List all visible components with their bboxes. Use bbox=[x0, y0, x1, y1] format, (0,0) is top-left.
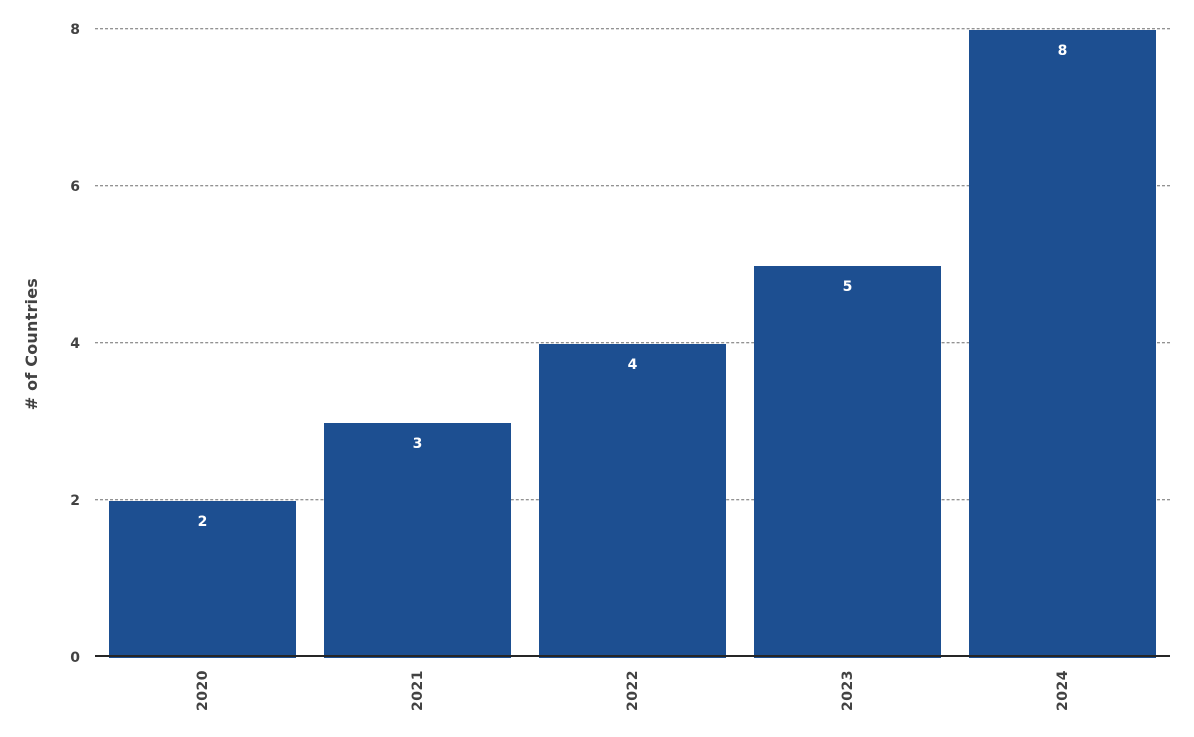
bar-value-label-2020: 2 bbox=[197, 514, 208, 530]
y-tick-label-4: 4 bbox=[70, 336, 80, 352]
y-tick-label-0: 0 bbox=[70, 650, 80, 666]
bars-container: 2 3 4 5 8 bbox=[95, 30, 1170, 658]
bar-value-label-2022: 4 bbox=[627, 357, 638, 373]
x-tick-label-2023: 2023 bbox=[839, 670, 856, 711]
x-tick-label-2024: 2024 bbox=[1054, 670, 1071, 711]
bar-value-label-2023: 5 bbox=[842, 278, 853, 295]
bar-2020: 2 bbox=[108, 501, 297, 658]
gridline-8 bbox=[95, 28, 1170, 30]
y-tick-label-8: 8 bbox=[70, 22, 80, 38]
bar-slot-2020: 2 bbox=[95, 30, 310, 658]
bar-slot-2024: 8 bbox=[955, 30, 1170, 658]
bar-slot-2021: 3 bbox=[310, 30, 525, 658]
bar-value-label-2021: 3 bbox=[412, 435, 423, 452]
bar-2022: 4 bbox=[538, 344, 727, 658]
x-axis-line bbox=[95, 654, 1170, 657]
x-tick-label-2021: 2021 bbox=[409, 670, 426, 711]
x-axis-labels: 2020 2021 2022 2023 2024 bbox=[95, 670, 1170, 711]
bar-slot-2023: 5 bbox=[740, 30, 955, 658]
bar-value-label-2024: 8 bbox=[1057, 43, 1068, 59]
x-tick-label-2020: 2020 bbox=[194, 670, 211, 711]
bar-slot-2022: 4 bbox=[525, 30, 740, 658]
y-tick-label-2: 2 bbox=[70, 493, 80, 509]
plot-area: 0 2 4 6 8 2 3 4 5 bbox=[70, 23, 1170, 711]
bar-2021: 3 bbox=[323, 422, 512, 658]
y-tick-label-6: 6 bbox=[70, 179, 80, 195]
x-tick-label-2022: 2022 bbox=[624, 670, 641, 711]
gridline-6 bbox=[95, 185, 1170, 187]
bar-2024: 8 bbox=[968, 30, 1157, 658]
gridline-4 bbox=[95, 342, 1170, 344]
bar-2023: 5 bbox=[753, 265, 942, 658]
